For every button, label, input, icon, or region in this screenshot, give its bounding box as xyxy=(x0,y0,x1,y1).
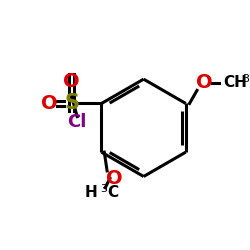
Text: O: O xyxy=(63,72,80,90)
Text: CH: CH xyxy=(223,76,247,90)
Text: C: C xyxy=(107,185,118,200)
Text: O: O xyxy=(41,94,58,113)
Text: 3: 3 xyxy=(242,74,249,84)
Text: H: H xyxy=(85,185,98,200)
Text: O: O xyxy=(106,169,123,188)
Text: 3: 3 xyxy=(100,184,107,194)
Text: S: S xyxy=(64,94,79,114)
Text: Cl: Cl xyxy=(68,113,87,131)
Text: O: O xyxy=(196,74,213,92)
